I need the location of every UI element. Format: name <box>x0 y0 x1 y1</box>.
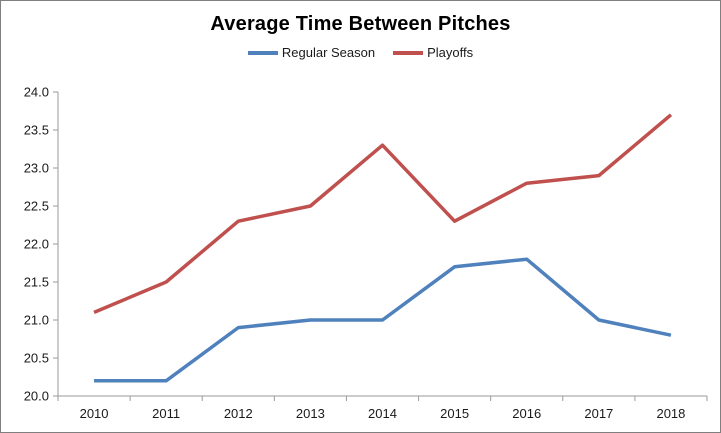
x-axis-tick-label: 2016 <box>512 406 541 421</box>
x-axis-tick-label: 2012 <box>224 406 253 421</box>
legend-item-playoffs: Playoffs <box>393 45 473 60</box>
x-axis-tick-label: 2018 <box>656 406 685 421</box>
y-axis-tick-label: 24.0 <box>24 85 49 100</box>
chart-title: Average Time Between Pitches <box>210 13 511 35</box>
y-axis-tick-label: 20.0 <box>24 389 49 404</box>
legend-label: Playoffs <box>427 45 474 60</box>
y-axis-tick-label: 22.5 <box>24 199 49 214</box>
series-line-regular-season <box>94 257 672 383</box>
x-axis-tick-label: 2013 <box>296 406 325 421</box>
x-axis-tick-label: 2015 <box>440 406 469 421</box>
y-axis-tick-label: 23.5 <box>24 123 49 138</box>
y-axis-tick-label: 21.5 <box>24 275 49 290</box>
x-axis-tick-label: 2014 <box>368 406 397 421</box>
y-axis-tick-label: 20.5 <box>24 351 49 366</box>
legend: Regular Season Playoffs <box>1 45 720 60</box>
legend-item-regular-season: Regular Season <box>247 45 376 60</box>
series-line-playoffs <box>93 113 673 315</box>
x-axis-tick-label: 2017 <box>584 406 613 421</box>
legend-label: Regular Season <box>281 45 376 60</box>
y-axis-tick-label: 21.0 <box>24 313 49 328</box>
legend-line-sample <box>247 50 278 55</box>
y-axis-tick-label: 23.0 <box>24 161 49 176</box>
y-axis-tick-label: 22.0 <box>24 237 49 252</box>
legend-line-sample <box>393 50 424 55</box>
x-axis-tick-label: 2011 <box>152 406 180 421</box>
x-axis-tick-label: 2010 <box>80 406 109 421</box>
